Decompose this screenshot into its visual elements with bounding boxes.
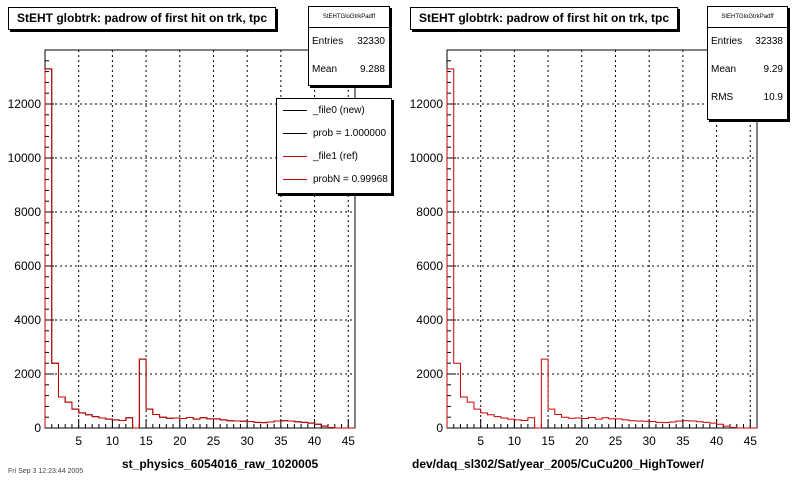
x-tick-label: 35 [274, 434, 288, 448]
x-tick-label: 25 [207, 434, 221, 448]
panel1-legend: _file0 (new) prob = 1.000000 _file1 (ref… [276, 98, 392, 194]
stats-value: 10.9 [763, 92, 783, 103]
footer-timestamp: Fri Sep 3 12:23:44 2005 [8, 468, 84, 475]
y-tick-label: 2000 [416, 367, 443, 381]
panel2-stats-box: StEHTGloGtrkPadff Entries 32338 Mean 9.2… [707, 6, 788, 120]
panel1-title: StEHT globtrk: padrow of first hit on tr… [8, 7, 276, 30]
x-tick-label: 40 [710, 434, 724, 448]
y-tick-label: 4000 [14, 313, 41, 327]
panel1-stats-box: StEHTGloGtrkPadff Entries 32330 Mean 9.2… [308, 6, 390, 86]
histogram-series-new [446, 68, 757, 429]
stats-key: Entries [711, 36, 743, 47]
y-tick-label: 8000 [14, 205, 41, 219]
stats-value: 9.29 [763, 64, 783, 75]
stats-key: RMS [711, 92, 734, 103]
x-tick-label: 40 [308, 434, 322, 448]
x-tick-label: 10 [508, 434, 522, 448]
legend-line-swatch [283, 133, 307, 134]
panel1-stats-mean: Mean 9.288 [309, 56, 389, 84]
x-tick-label: 25 [609, 434, 623, 448]
y-tick-label: 0 [34, 421, 41, 435]
stats-value: 9.288 [359, 64, 385, 75]
legend-item-new: _file0 (new) [277, 99, 391, 122]
panel1-stats-name: StEHTGloGtrkPadff [309, 7, 389, 28]
panel1-x-title: st_physics_6054016_raw_1020005 [122, 457, 319, 471]
legend-item-probn: probN = 0.99968 [277, 168, 391, 191]
panel2-stats-entries: Entries 32338 [708, 28, 787, 56]
y-tick-label: 12000 [410, 97, 444, 111]
legend-label: _file0 (new) [313, 105, 365, 116]
legend-line-swatch [283, 179, 307, 180]
y-tick-label: 8000 [416, 205, 443, 219]
y-tick-label: 2000 [14, 367, 41, 381]
panel2-stats-name: StEHTGloGtrkPadff [708, 7, 787, 28]
stats-key: Mean [312, 64, 338, 75]
histogram-series-ref [44, 68, 355, 429]
x-tick-label: 10 [106, 434, 120, 448]
x-tick-label: 5 [477, 434, 484, 448]
stats-value: 32338 [755, 36, 783, 47]
legend-label: _file1 (ref) [313, 151, 359, 162]
y-tick-label: 10000 [8, 151, 42, 165]
panel2-x-title: dev/daq_sl302/Sat/year_2005/CuCu200_High… [412, 457, 704, 471]
panel1-stats-entries: Entries 32330 [309, 28, 389, 56]
stats-key: Entries [312, 36, 344, 47]
y-tick-label: 6000 [416, 259, 443, 273]
panel2-title: StEHT globtrk: padrow of first hit on tr… [410, 7, 678, 30]
x-tick-label: 30 [642, 434, 656, 448]
panel2-stats-mean: Mean 9.29 [708, 56, 787, 84]
y-tick-label: 10000 [410, 151, 444, 165]
x-tick-label: 20 [173, 434, 187, 448]
x-tick-label: 5 [75, 434, 82, 448]
y-tick-label: 6000 [14, 259, 41, 273]
y-tick-label: 4000 [416, 313, 443, 327]
y-tick-label: 12000 [8, 97, 42, 111]
legend-line-swatch [283, 110, 307, 111]
stats-key: Mean [711, 64, 737, 75]
x-tick-label: 15 [139, 434, 153, 448]
x-tick-label: 20 [575, 434, 589, 448]
x-tick-label: 30 [240, 434, 254, 448]
x-tick-label: 15 [541, 434, 555, 448]
legend-label: probN = 0.99968 [313, 174, 388, 185]
x-tick-label: 45 [342, 434, 356, 448]
stats-value: 32330 [357, 36, 385, 47]
legend-item-prob: prob = 1.000000 [277, 122, 391, 145]
x-tick-label: 35 [676, 434, 690, 448]
x-tick-label: 45 [744, 434, 758, 448]
y-tick-label: 0 [436, 421, 443, 435]
legend-label: prob = 1.000000 [313, 128, 387, 139]
panel2-stats-rms: RMS 10.9 [708, 84, 787, 112]
legend-line-swatch [283, 156, 307, 157]
legend-item-ref: _file1 (ref) [277, 145, 391, 168]
